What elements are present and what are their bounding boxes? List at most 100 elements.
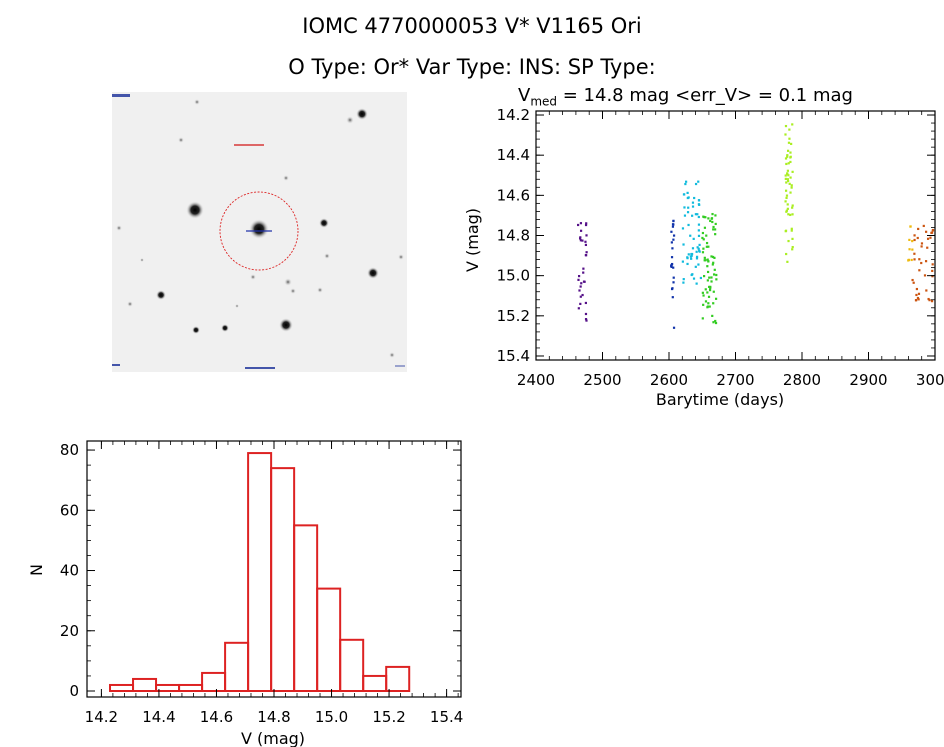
y-tick-label: 15.2: [497, 307, 530, 325]
light-curve-point: [672, 238, 675, 241]
light-curve-point: [917, 298, 920, 301]
light-curve-point: [691, 205, 695, 208]
light-curve-point: [791, 213, 794, 216]
y-tick-label: 14.6: [497, 186, 530, 204]
histogram-bar: [362, 674, 388, 692]
light-curve-point: [695, 250, 698, 253]
light-curve-point: [916, 296, 920, 300]
light-curve-point: [789, 151, 792, 154]
histogram-bar: [132, 677, 158, 693]
light-curve-point: [707, 217, 710, 220]
light-curve-point: [712, 261, 715, 264]
light-curve-point: [706, 279, 709, 282]
light-curve-point: [682, 193, 686, 196]
light-curve-point: [585, 234, 588, 237]
light-curve-point: [786, 155, 789, 158]
light-curve-point: [713, 268, 716, 271]
light-curve-point: [789, 156, 792, 159]
light-curve-point: [671, 225, 675, 228]
light-curve-point: [578, 289, 581, 292]
light-curve-point: [785, 181, 788, 184]
x-tick-label: 15.2: [372, 708, 405, 726]
light-curve-point: [712, 290, 715, 293]
light-curve-point: [702, 274, 706, 278]
light-curve-point: [708, 276, 711, 279]
light-curve-point: [913, 234, 916, 237]
light-curve-point: [715, 278, 718, 281]
field-stars: [116, 99, 404, 358]
histogram-bar: [270, 467, 296, 693]
light-curve-point: [786, 203, 789, 206]
x-tick-label: 14.2: [85, 708, 118, 726]
sky-image-svg: [112, 92, 407, 372]
light-curve-point: [784, 189, 788, 192]
light-curve-point: [585, 222, 588, 225]
light-curve-points: [576, 123, 935, 329]
light-curve-point: [707, 245, 710, 248]
light-curve-point: [790, 184, 793, 187]
light-curve-point: [931, 263, 934, 266]
light-curve-point: [786, 260, 789, 263]
light-curve-point: [686, 191, 689, 195]
light-curve-point: [701, 291, 704, 294]
histogram-bar: [109, 683, 135, 692]
histogram-bar: [224, 641, 250, 693]
light-curve-point: [697, 215, 700, 219]
corner-label-bottom-left: [112, 364, 120, 366]
light-curve-point: [577, 278, 580, 281]
light-curve-plot: 2400250026002700280029003000 14.214.414.…: [463, 106, 944, 409]
light-curve-point: [578, 237, 582, 240]
light-curve-point: [928, 299, 931, 302]
light-curve-point: [701, 317, 704, 320]
light-curve-point: [705, 234, 708, 237]
light-curve-point: [712, 273, 716, 276]
light-curve-point: [701, 231, 705, 235]
light-curve-point: [786, 149, 790, 152]
light-curve-point: [705, 241, 709, 245]
light-curve-point: [695, 255, 699, 258]
histogram-y-label: N: [27, 564, 46, 576]
light-curve-point: [787, 213, 790, 216]
light-curve-point: [684, 182, 687, 186]
histogram-frame: [86, 440, 462, 698]
light-curve-point: [706, 270, 710, 274]
stats-v: V: [518, 85, 531, 106]
x-tick-label: 2800: [783, 371, 821, 389]
light-curve-point: [681, 260, 684, 263]
light-curve-point: [913, 258, 916, 261]
light-curve-point: [789, 160, 792, 164]
corner-label-bottom: [245, 367, 275, 369]
light-curve-point: [706, 291, 709, 294]
light-curve-point: [585, 254, 588, 257]
light-curve-point: [911, 278, 914, 282]
light-curve-point: [702, 294, 705, 297]
light-curve-point: [931, 269, 934, 273]
light-curve-point: [915, 293, 918, 297]
histogram-bar: [201, 671, 227, 692]
light-curve-point: [908, 248, 911, 251]
light-curve-point: [581, 293, 584, 297]
light-curve-y-label: V (mag): [463, 208, 482, 272]
light-curve-point: [683, 206, 686, 209]
light-curve-point: [579, 295, 582, 298]
light-curve-point: [911, 248, 914, 251]
light-curve-point: [925, 289, 928, 292]
light-curve-point: [707, 302, 710, 305]
light-curve-point: [787, 141, 791, 144]
light-curve-point: [670, 287, 674, 291]
light-curve-point: [581, 239, 584, 242]
light-curve-point: [704, 288, 707, 291]
y-tick-label: 80: [60, 441, 79, 459]
light-curve-point: [697, 229, 700, 232]
light-curve-point: [705, 245, 708, 248]
light-curve-point: [579, 302, 582, 306]
light-curve-point: [710, 276, 713, 279]
light-curve-point: [791, 123, 794, 126]
light-curve-point: [702, 247, 705, 250]
light-curve-point: [695, 282, 698, 285]
light-curve-point: [579, 222, 583, 225]
light-curve-point: [698, 203, 701, 206]
light-curve-point: [911, 239, 914, 243]
light-curve-point: [691, 214, 694, 217]
light-curve-point: [784, 200, 787, 203]
